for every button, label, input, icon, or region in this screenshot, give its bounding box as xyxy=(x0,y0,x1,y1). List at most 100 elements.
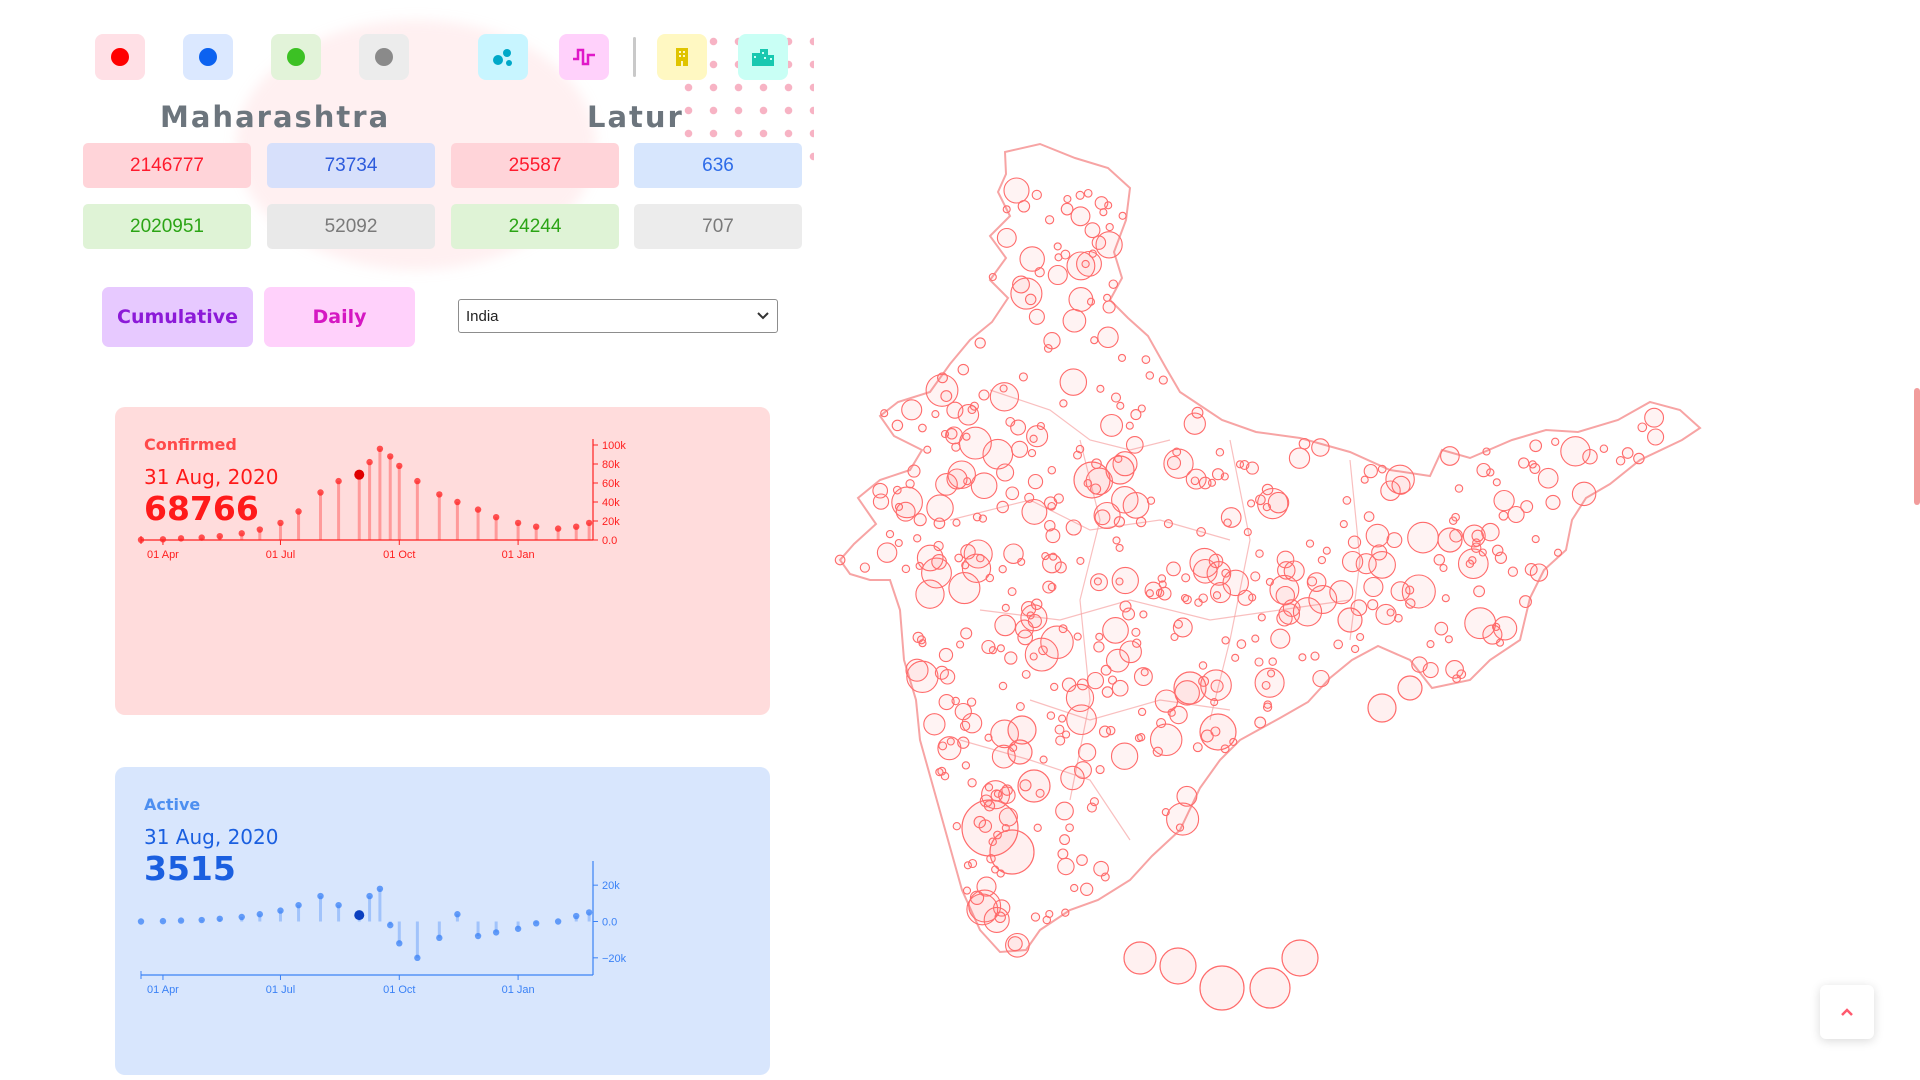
india-bubble-map[interactable] xyxy=(830,140,1840,1080)
data-point xyxy=(256,526,264,533)
region-select[interactable]: India xyxy=(458,299,778,333)
data-point xyxy=(366,458,373,466)
confirmed-chart[interactable]: 01 Apr 01 Jul 01 Oct 01 Jan 0.0 20k 40k 60k 80k 1… xyxy=(115,407,770,715)
y-tick-label: 0.0 xyxy=(602,535,617,547)
district-bubble xyxy=(1027,448,1037,458)
district-bubble xyxy=(918,639,927,648)
district-bubble xyxy=(1130,409,1142,421)
district-bubble xyxy=(1220,507,1242,528)
district-bubble xyxy=(1119,600,1132,613)
confirmed-toggle[interactable] xyxy=(95,34,145,80)
district-bubble xyxy=(1111,566,1139,595)
district-bubble xyxy=(1093,577,1102,586)
district-bubble xyxy=(1001,603,1010,612)
highlight-point xyxy=(354,910,365,921)
data-point xyxy=(554,918,562,925)
district-bubble xyxy=(1030,912,1041,922)
hotspot-bubble xyxy=(1105,455,1135,485)
district-bubble xyxy=(1011,440,1029,458)
hotspot-bubble xyxy=(1199,713,1237,751)
district-bubble xyxy=(952,822,961,831)
district-bubble xyxy=(1141,355,1151,364)
district-bubble xyxy=(1086,802,1097,813)
district-bubble xyxy=(1615,456,1626,466)
district-bubble xyxy=(1380,480,1401,501)
hotspot-bubble xyxy=(1437,527,1463,553)
district-bubble xyxy=(1105,222,1114,232)
district-bubble xyxy=(1091,458,1102,470)
district-bubble xyxy=(1055,735,1066,746)
cumulative-button[interactable]: Cumulative xyxy=(102,287,253,347)
district-bubble xyxy=(1312,669,1330,688)
district-bubble xyxy=(988,646,997,655)
x-tick-label: 01 Jul xyxy=(266,549,295,561)
district-bubble xyxy=(948,572,981,605)
x-tick-label: 01 Jul xyxy=(266,984,295,996)
district-bubble xyxy=(1028,308,1045,325)
district-bubble xyxy=(1333,639,1344,650)
district-bubble xyxy=(1076,678,1089,691)
district-bubble xyxy=(1163,519,1173,529)
scroll-to-top-button[interactable] xyxy=(1820,985,1874,1039)
district-bubble xyxy=(1140,668,1149,677)
recovered-toggle[interactable] xyxy=(271,34,321,80)
district-bubble xyxy=(1196,527,1206,537)
district-bubble xyxy=(1101,686,1114,698)
district-view-toggle[interactable] xyxy=(657,34,707,80)
hotspot-bubble xyxy=(1007,715,1037,745)
district-bubble xyxy=(1020,604,1048,632)
district-bubble xyxy=(1170,632,1179,642)
district-bubble xyxy=(1125,421,1134,430)
district-bubble xyxy=(1560,436,1591,467)
x-tick-label: 01 Jan xyxy=(502,549,535,561)
district-bubble xyxy=(1060,202,1074,216)
district-bubble xyxy=(1040,625,1074,660)
daily-button[interactable]: Daily xyxy=(264,287,415,347)
active-toggle[interactable] xyxy=(183,34,233,80)
deceased-toggle[interactable] xyxy=(359,34,409,80)
grey-dot-icon xyxy=(375,48,393,66)
district-bubble xyxy=(1394,613,1403,623)
data-point xyxy=(177,917,185,924)
district-bubble xyxy=(901,399,923,421)
district-bubble xyxy=(891,419,904,432)
district-bubble xyxy=(1158,580,1167,589)
district-bubble xyxy=(915,579,945,609)
district-bubble xyxy=(1254,657,1264,667)
active-chart[interactable]: 01 Apr 01 Jul 01 Oct 01 Jan 20k 0.0 −20k xyxy=(115,767,770,1075)
district-bubble xyxy=(1024,293,1037,306)
district-bubble xyxy=(989,382,1020,412)
state-deceased-stat: 52092 xyxy=(267,204,435,249)
state-view-toggle[interactable] xyxy=(738,34,788,80)
bubble-map-toggle[interactable] xyxy=(478,34,528,80)
data-point xyxy=(177,535,185,542)
district-bubble xyxy=(1039,755,1048,764)
data-point xyxy=(159,536,167,543)
data-point xyxy=(198,916,205,924)
state-border xyxy=(1209,439,1251,721)
district-bubble xyxy=(926,494,954,522)
scrollbar-indicator[interactable] xyxy=(1914,388,1920,505)
hotspot-bubble xyxy=(1159,947,1197,985)
district-bubble xyxy=(1545,494,1561,510)
district-bubble xyxy=(1507,566,1519,577)
district-bubble xyxy=(1090,336,1099,345)
district-bubble xyxy=(1021,498,1048,525)
chevron-up-icon xyxy=(1841,1008,1853,1016)
chart-label: Active xyxy=(144,795,201,814)
spike-map-toggle[interactable] xyxy=(559,34,609,80)
district-bubble xyxy=(1125,436,1144,454)
district-bubble xyxy=(960,627,973,640)
spike-chart-icon xyxy=(573,48,595,66)
district-bubble xyxy=(1262,702,1273,712)
district-bubble xyxy=(1191,406,1204,419)
district-bubble xyxy=(1537,467,1559,489)
district-bubble xyxy=(895,501,916,522)
country-outline xyxy=(838,142,1702,954)
hotspot-bubble xyxy=(1017,769,1051,803)
district-bubble xyxy=(938,694,955,711)
district-bubble xyxy=(1154,689,1179,713)
district-bubble xyxy=(1375,603,1397,625)
district-bubble xyxy=(905,479,915,489)
district-bubble xyxy=(1075,190,1085,200)
